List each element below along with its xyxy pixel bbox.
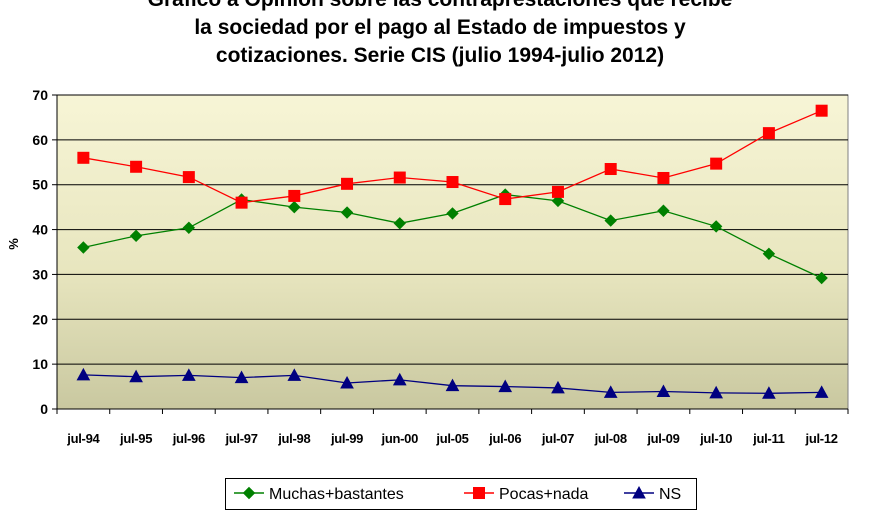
data-point xyxy=(181,368,196,381)
chart-title-line-3: cotizaciones. Serie CIS (julio 1994-juli… xyxy=(215,44,665,67)
data-point xyxy=(129,369,143,383)
data-point xyxy=(709,385,724,399)
y-tick-label: 20 xyxy=(32,311,48,327)
x-tick-label: jul-10 xyxy=(699,431,732,446)
data-point xyxy=(710,157,723,170)
data-point xyxy=(393,171,406,184)
data-point xyxy=(130,160,143,173)
data-point xyxy=(287,368,302,381)
x-tick-label: jul-94 xyxy=(66,431,100,446)
data-point xyxy=(446,207,459,220)
data-point xyxy=(762,386,776,399)
data-point xyxy=(340,206,354,219)
data-point xyxy=(603,385,618,398)
x-tick-label: jul-12 xyxy=(805,431,838,446)
legend: Muchas+bastantes Pocas+nada NS xyxy=(225,478,697,510)
x-tick-label: jul-98 xyxy=(277,431,310,446)
y-tick-label: 30 xyxy=(32,266,48,282)
y-axis-label: % xyxy=(6,238,21,250)
data-point xyxy=(551,380,565,394)
data-point xyxy=(341,177,354,190)
data-point xyxy=(392,372,407,386)
data-point xyxy=(129,229,143,243)
line-chart: 0 10 20 30 40 50 60 70 jul-94 jul-95 jul-96 jul-97 j… xyxy=(6,87,849,446)
data-point xyxy=(235,196,248,209)
y-tick-label: 50 xyxy=(32,177,48,193)
data-point xyxy=(234,370,249,384)
x-tick-label: jul-11 xyxy=(752,431,785,446)
data-point xyxy=(657,204,670,217)
data-point xyxy=(604,214,617,227)
data-point xyxy=(393,217,406,230)
x-tick-label: jul-09 xyxy=(646,431,679,446)
data-point xyxy=(814,385,829,398)
chart-title-line-2: la sociedad por el pago al Estado de imp… xyxy=(194,16,686,39)
series-pocas-nada xyxy=(77,104,828,209)
y-tick-label: 60 xyxy=(32,132,48,148)
data-point xyxy=(77,151,90,164)
data-point xyxy=(656,384,671,398)
data-point xyxy=(604,163,617,176)
series-layer xyxy=(76,104,829,399)
x-tick-label: jul-07 xyxy=(541,431,574,446)
data-point xyxy=(709,220,723,233)
y-tick-label: 10 xyxy=(32,356,48,372)
x-tick-label: jul-05 xyxy=(435,431,468,446)
data-point xyxy=(762,127,775,140)
data-point xyxy=(445,378,460,392)
x-tick-label: jul-97 xyxy=(224,431,257,446)
data-point xyxy=(762,247,776,261)
y-tick-label: 70 xyxy=(32,87,48,103)
data-point xyxy=(657,171,670,184)
plot-area xyxy=(56,94,849,410)
legend-items: Muchas+bastantes Pocas+nada NS xyxy=(234,485,681,503)
chart-title-line-1: Gráfico a Opinión sobre las contrapresta… xyxy=(0,0,880,14)
y-tick-label: 0 xyxy=(40,401,48,417)
data-point xyxy=(182,221,196,234)
data-point xyxy=(815,271,828,285)
data-point xyxy=(182,171,195,184)
data-point xyxy=(499,193,512,206)
x-tick-label: jun-00 xyxy=(381,431,419,446)
data-point xyxy=(288,200,301,214)
data-point xyxy=(77,241,90,254)
x-tick-label: jul-96 xyxy=(172,431,205,446)
x-tick-label: jul-08 xyxy=(594,431,627,446)
data-point xyxy=(551,194,565,208)
series-ns xyxy=(76,367,829,399)
legend-marker xyxy=(242,486,256,500)
data-point xyxy=(815,104,828,117)
data-point xyxy=(446,176,459,189)
legend-marker xyxy=(473,487,485,499)
x-tick-label: jul-06 xyxy=(488,431,521,446)
x-tick-label: jul-99 xyxy=(330,431,363,446)
data-point xyxy=(288,189,301,202)
data-point xyxy=(498,379,513,393)
data-point xyxy=(551,185,564,198)
data-point xyxy=(340,375,354,389)
chart-title: Gráfico a Opinión sobre las contrapresta… xyxy=(0,0,880,70)
axes: 0 10 20 30 40 50 60 70 jul-94 jul-95 jul-96 jul-97 j… xyxy=(32,87,849,446)
gridlines xyxy=(57,94,848,365)
x-tick-label: jul-95 xyxy=(119,431,152,446)
data-point xyxy=(76,367,91,381)
y-tick-label: 40 xyxy=(32,222,48,238)
